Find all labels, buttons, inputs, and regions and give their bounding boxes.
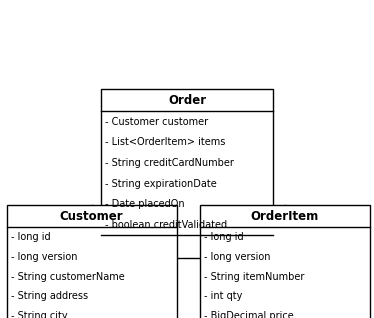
Text: - long id: - long id <box>204 232 244 242</box>
Text: - String expirationDate: - String expirationDate <box>105 179 217 189</box>
Text: - BigDecimal price: - BigDecimal price <box>204 311 294 318</box>
Text: - long id: - long id <box>11 232 50 242</box>
Bar <box>200 205 370 318</box>
Text: Order: Order <box>168 94 206 107</box>
Bar <box>6 205 177 318</box>
Text: - Customer customer: - Customer customer <box>105 117 209 127</box>
Text: - long version: - long version <box>11 252 77 262</box>
Text: - String creditCardNumber: - String creditCardNumber <box>105 158 234 168</box>
Text: - String address: - String address <box>11 291 88 301</box>
Text: Customer: Customer <box>60 210 123 223</box>
Text: - Date placedOn: - Date placedOn <box>105 199 185 209</box>
Bar <box>101 89 273 258</box>
Text: - String city: - String city <box>11 311 68 318</box>
Text: - List<OrderItem> items: - List<OrderItem> items <box>105 137 226 147</box>
Text: OrderItem: OrderItem <box>251 210 319 223</box>
Text: - long version: - long version <box>204 252 271 262</box>
Text: - boolean creditValidated: - boolean creditValidated <box>105 220 228 230</box>
Text: - String itemNumber: - String itemNumber <box>204 272 305 282</box>
Text: - String customerName: - String customerName <box>11 272 125 282</box>
Text: - int qty: - int qty <box>204 291 243 301</box>
